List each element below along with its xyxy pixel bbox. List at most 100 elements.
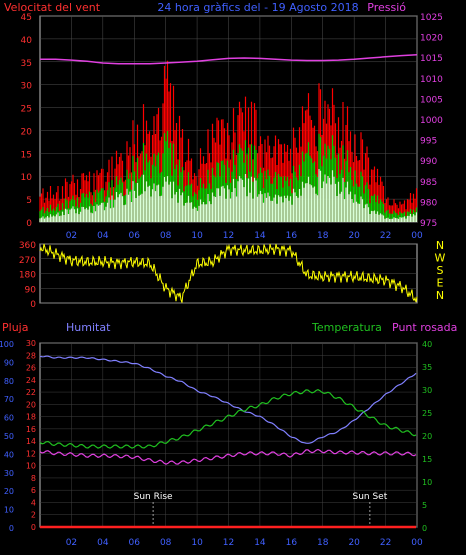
compass-label-s: S xyxy=(437,264,444,277)
rain-y-tick-label: 0 xyxy=(31,523,36,532)
series-temperature xyxy=(39,389,417,449)
temp-x-tick-label: 18 xyxy=(317,538,329,548)
dewpoint-title: Punt rosada xyxy=(392,321,457,334)
temp-y-tick-label: 10 xyxy=(422,478,432,487)
wind-y-tick-label: 45 xyxy=(21,13,32,23)
humidity-y-tick-label: 60 xyxy=(4,414,14,423)
wind-x-tick-label: 08 xyxy=(160,231,172,241)
wind-x-tick-label: 18 xyxy=(317,231,329,241)
compass-label-e: E xyxy=(437,277,444,290)
temp-x-tick-label: 06 xyxy=(129,538,141,548)
temp-humidity-panel: 0102030405060708090100024681012141618202… xyxy=(0,339,432,548)
direction-y-tick-label: 270 xyxy=(19,256,36,266)
temp-y-tick-label: 5 xyxy=(422,501,427,510)
rain-y-tick-label: 6 xyxy=(31,486,36,495)
pressure-y-tick-label: 980 xyxy=(420,198,437,208)
humidity-y-tick-label: 30 xyxy=(4,469,14,478)
rain-y-tick-label: 2 xyxy=(31,511,36,520)
rain-y-tick-label: 10 xyxy=(26,462,36,471)
compass-label-n: N xyxy=(436,289,444,302)
compass-label-n: N xyxy=(436,239,444,252)
wind-x-tick-label: 00 xyxy=(411,231,423,241)
temp-x-tick-label: 10 xyxy=(191,538,203,548)
rain-y-tick-label: 20 xyxy=(26,400,36,409)
temp-y-tick-label: 40 xyxy=(422,340,432,349)
direction-y-tick-label: 90 xyxy=(25,285,37,295)
temp-y-tick-label: 35 xyxy=(422,363,432,372)
rain-y-tick-label: 8 xyxy=(31,474,36,483)
wind-x-tick-label: 22 xyxy=(380,231,391,241)
wind-x-tick-label: 12 xyxy=(223,231,234,241)
humidity-y-tick-label: 0 xyxy=(9,524,14,533)
wind-y-tick-label: 15 xyxy=(21,150,32,160)
wind-y-tick-label: 10 xyxy=(21,173,33,183)
rain-y-tick-label: 26 xyxy=(26,364,36,373)
rain-y-tick-label: 14 xyxy=(26,437,36,446)
rain-y-tick-label: 28 xyxy=(26,351,36,360)
rain-y-tick-label: 24 xyxy=(26,376,36,385)
compass-label-w: W xyxy=(435,252,446,265)
wind-x-tick-label: 04 xyxy=(97,231,109,241)
wind-x-tick-label: 06 xyxy=(129,231,141,241)
pressure-y-tick-label: 1000 xyxy=(420,116,443,126)
series-wind_low xyxy=(39,169,418,222)
pressure-y-tick-label: 990 xyxy=(420,157,437,167)
wind-y-tick-label: 30 xyxy=(21,82,33,92)
rain-y-tick-label: 16 xyxy=(26,425,36,434)
temp-y-tick-label: 30 xyxy=(422,386,432,395)
humidity-y-tick-label: 40 xyxy=(4,450,14,459)
temp-x-tick-label: 08 xyxy=(160,538,172,548)
direction-y-tick-label: 180 xyxy=(19,271,36,281)
wind-y-tick-label: 40 xyxy=(21,36,33,46)
pressure-y-tick-label: 1025 xyxy=(420,13,443,23)
chart-date-title: 24 hora gràfics del - 19 Agosto 2018 xyxy=(157,1,358,14)
humidity-y-tick-label: 100 xyxy=(0,340,14,349)
humidity-y-tick-label: 20 xyxy=(4,487,14,496)
temp-y-tick-label: 0 xyxy=(422,524,427,533)
pressure-y-tick-label: 1010 xyxy=(420,75,443,85)
rain-title: Pluja xyxy=(2,321,28,334)
temp-y-tick-label: 20 xyxy=(422,432,432,441)
wind-x-tick-label: 02 xyxy=(66,231,77,241)
pressure-title: Pressió xyxy=(367,1,406,14)
temp-x-tick-label: 16 xyxy=(286,538,298,548)
series-wind_direction xyxy=(39,243,418,303)
series-dewpoint xyxy=(39,448,417,465)
temp-x-tick-label: 20 xyxy=(348,538,360,548)
wind-y-tick-label: 25 xyxy=(21,105,32,115)
humidity-y-tick-label: 90 xyxy=(4,358,14,367)
wind-y-tick-label: 5 xyxy=(26,196,32,206)
series-pressure xyxy=(40,53,418,65)
humidity-y-tick-label: 80 xyxy=(4,377,14,386)
sun-marker-label: Sun Set xyxy=(352,492,387,502)
temp-x-tick-label: 04 xyxy=(97,538,109,548)
humidity-title: Humitat xyxy=(66,321,111,334)
temp-x-tick-label: 12 xyxy=(223,538,234,548)
pressure-y-tick-label: 1005 xyxy=(420,95,443,105)
direction-y-tick-label: 360 xyxy=(19,241,36,251)
rain-y-tick-label: 22 xyxy=(26,388,36,397)
wind-y-tick-label: 20 xyxy=(21,127,33,137)
pressure-y-tick-label: 975 xyxy=(420,219,437,229)
rain-y-tick-label: 30 xyxy=(26,339,36,348)
pressure-y-tick-label: 1020 xyxy=(420,34,443,44)
humidity-y-tick-label: 10 xyxy=(4,506,14,515)
wind-speed-panel: 0510152025303540459759809859909951000100… xyxy=(21,13,444,241)
wind-x-tick-label: 20 xyxy=(348,231,360,241)
rain-y-tick-label: 18 xyxy=(26,413,36,422)
rain-y-tick-label: 4 xyxy=(31,498,36,507)
temp-x-tick-label: 00 xyxy=(411,538,423,548)
temp-y-tick-label: 25 xyxy=(422,409,432,418)
humidity-y-tick-label: 50 xyxy=(4,432,14,441)
temp-x-tick-label: 14 xyxy=(254,538,266,548)
sun-marker-label: Sun Rise xyxy=(134,492,173,502)
temp-x-tick-label: 22 xyxy=(380,538,391,548)
wind-x-tick-label: 10 xyxy=(191,231,203,241)
pressure-y-tick-label: 995 xyxy=(420,137,437,147)
series-humidity xyxy=(39,355,417,444)
wind-x-tick-label: 14 xyxy=(254,231,266,241)
pressure-y-tick-label: 1015 xyxy=(420,54,443,64)
wind-y-tick-label: 0 xyxy=(26,219,32,229)
